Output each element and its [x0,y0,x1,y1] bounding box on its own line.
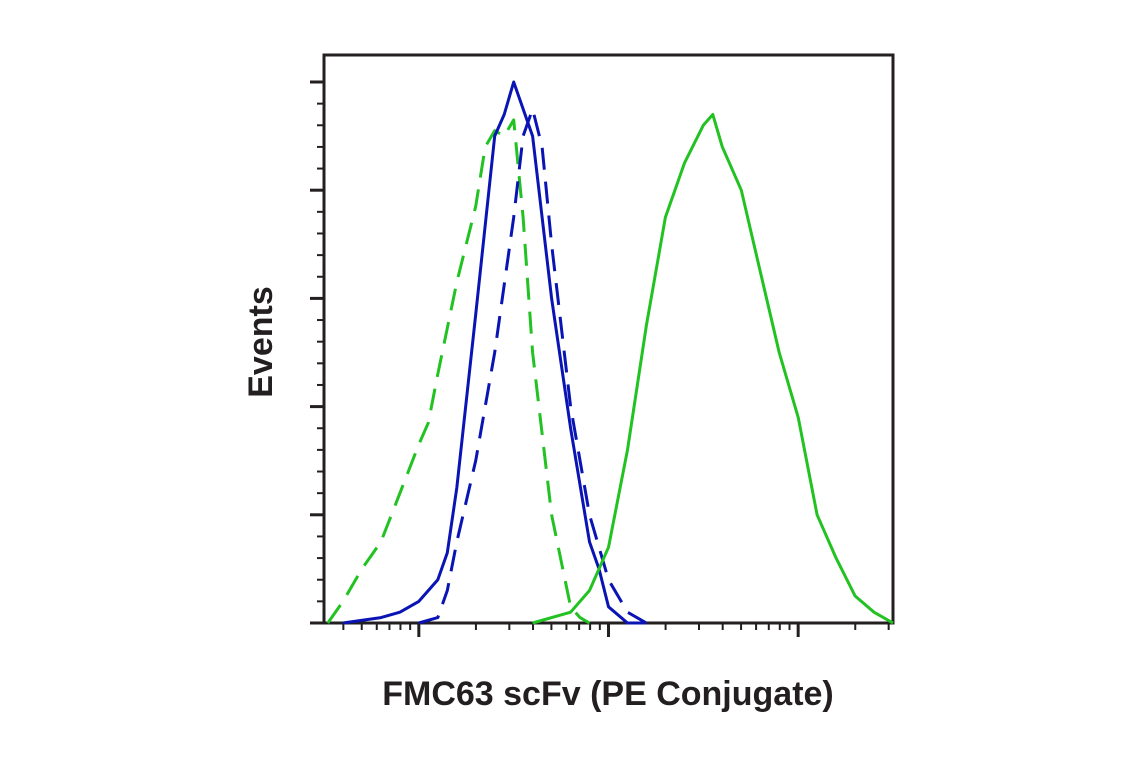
y-axis-label: Events [242,286,280,398]
series-green-dashed [326,118,591,625]
series-blue-dashed [418,107,648,625]
series-green-solid [532,113,894,625]
y-axis-ticks [310,80,324,625]
plot-frame [322,53,895,625]
series-layer [326,80,894,625]
x-axis-ticks [342,623,890,637]
x-axis-label: FMC63 scFv (PE Conjugate) [382,675,834,713]
